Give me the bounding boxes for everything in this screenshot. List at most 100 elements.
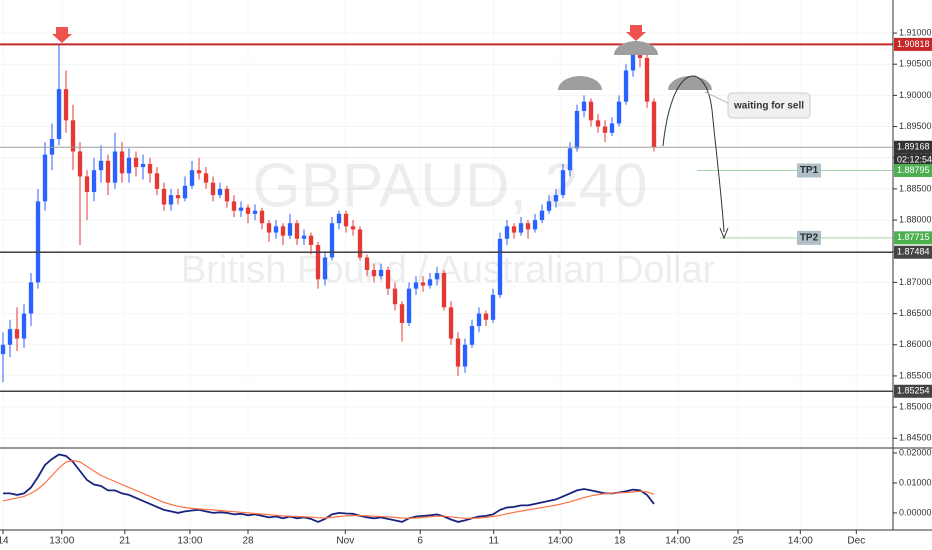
candle-body [455,338,461,367]
candle-body [196,170,202,174]
candle-body [35,201,41,283]
candle-body [427,279,433,286]
y-tick-label: 0.02000 [899,447,932,457]
x-tick-label: 13:00 [177,536,202,547]
price-level-label: 1.87715 [897,232,930,242]
candle-body [0,344,6,355]
candle-body [273,226,279,233]
candle-body [91,170,97,193]
candle-body [567,148,573,171]
candle-body [644,57,650,102]
candle-body [42,154,48,202]
candle-body [476,313,482,327]
candle-body [154,173,160,189]
candle-body [98,160,104,171]
candle-body [588,101,594,121]
candle-body [329,223,335,258]
candle-body [63,89,69,121]
top-marker [52,27,72,43]
candle-body [126,157,132,174]
candle-body [532,220,538,230]
indicator-line [2,459,655,519]
price-level-label: 1.85254 [897,386,930,396]
candle-body [511,226,517,233]
head-shape [558,76,602,90]
candle-body [546,201,552,211]
candle-body [112,151,118,183]
y-tick-label: 1.90000 [899,90,932,100]
candle-body [7,329,13,345]
y-tick-label: 1.91000 [899,27,932,37]
callout-pointer [704,91,731,105]
candle-body [392,288,398,305]
candle-body [259,210,265,224]
price-level-box [894,164,932,178]
price-level-box [894,384,932,398]
candle-body [28,282,34,314]
candle-body [504,226,510,239]
y-tick-label: 1.85500 [899,370,932,380]
candle-body [56,89,62,140]
candle-body [84,176,90,193]
candle-body [462,344,468,367]
candle-body [385,269,391,289]
candle-body [378,269,384,277]
candle-body [301,235,307,239]
x-tick-label: 14:00 [788,536,813,547]
price-level-label: 1.89168 [897,142,930,152]
candle-body [245,207,251,214]
target-box [797,230,821,245]
candle-body [434,273,440,280]
y-tick-label: 0.00000 [899,507,932,517]
candle-body [210,182,216,196]
callout-box [727,92,811,119]
indicator-line [3,453,655,523]
y-tick-label: 1.90500 [899,59,932,69]
price-level-label: 1.87484 [897,247,930,257]
candle-body [553,195,559,202]
x-tick-label: 18 [614,536,626,547]
x-tick-label: 11 [489,536,500,547]
candle-body [350,226,356,230]
x-tick-label: 13:00 [49,536,74,547]
candle-body [560,170,566,196]
candle-body [308,235,314,246]
candle-body [441,273,447,308]
x-tick-label: Nov [336,536,354,547]
callout-text: waiting for sell [733,101,804,112]
candle-body [294,223,300,239]
y-tick-label: 1.88000 [899,214,932,224]
candle-body [217,188,223,196]
countdown: 02:12:54 [897,155,932,165]
watermark-description: British Pound / Australian Dollar [181,249,716,291]
x-tick-label: 25 [732,536,744,547]
candle-body [623,70,629,102]
candle-body [616,101,622,124]
candle-body [175,195,181,199]
y-tick-label: 1.86500 [899,308,932,318]
candle-body [448,307,454,339]
price-level-box [894,37,932,51]
candle-body [483,313,489,320]
head-shape [614,41,658,55]
x-tick-label: 14:00 [548,536,573,547]
candle-body [399,304,405,323]
grid [0,32,893,439]
top-marker [626,25,646,41]
candle-body [336,213,342,224]
candle-body [490,294,496,320]
candle-body [574,110,580,149]
candle-body [315,245,321,280]
x-tick-label: 6 [417,536,423,547]
candle-body [252,210,258,214]
target-label: TP2 [800,232,819,243]
target-label: TP1 [800,165,819,176]
drawings: waiting for sell [52,25,811,240]
candle-body [602,126,608,133]
candle-body [77,151,83,177]
candle-body [651,101,657,148]
y-tick-label: 1.88500 [899,183,932,193]
candle-body [266,223,272,233]
candle-body [203,173,209,183]
